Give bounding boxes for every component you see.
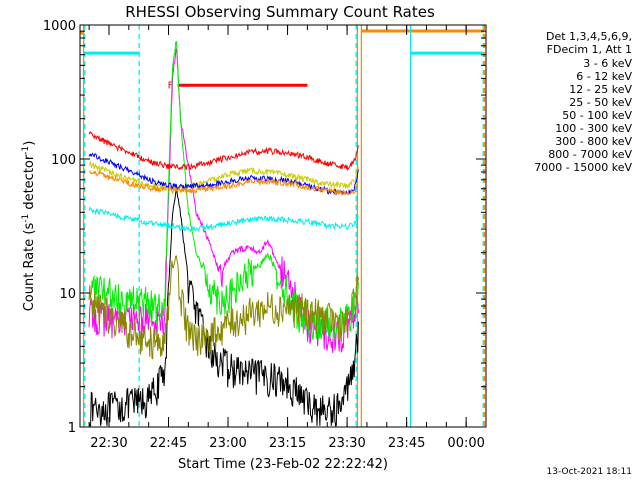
legend-entry-100-300-kev: 100 - 300 keV	[555, 122, 632, 135]
timestamp: 13-Oct-2021 18:11	[547, 467, 632, 477]
chart-title: RHESSI Observing Summary Count Rates	[125, 3, 435, 21]
y-tick-label: 10	[59, 287, 76, 302]
y-axis: 1 10 100 1000	[43, 19, 486, 436]
series-12-25-kev	[88, 40, 359, 340]
flag-label: N	[74, 48, 81, 59]
series-3-6-kev	[88, 188, 359, 427]
series-25-50-kev	[88, 206, 359, 233]
y-axis-label-sup-2: -1	[21, 146, 31, 155]
legend: Det 1,3,4,5,6,9,FDecim 1, Att 13 - 6 keV…	[534, 30, 632, 174]
legend-entry-7000-15000-kev: 7000 - 15000 keV	[534, 161, 632, 174]
legend-entry-3-6-kev: 3 - 6 keV	[583, 57, 632, 70]
x-axis-label: Start Time (23-Feb-02 22:22:42)	[178, 457, 388, 472]
y-tick-label: 1000	[43, 19, 76, 34]
legend-header: FDecim 1, Att 1	[547, 43, 632, 56]
y-axis-label-main: Count Rate (s	[22, 223, 37, 312]
y-tick-label: 100	[51, 153, 76, 168]
legend-entry-800-7000-kev: 800 - 7000 keV	[548, 148, 632, 161]
x-tick-label: 22:45	[150, 436, 187, 451]
y-tick-label: 1	[68, 421, 76, 436]
x-tick-label: 23:15	[269, 436, 306, 451]
series-7000-15000-kev	[88, 255, 359, 360]
legend-entry-6-12-kev: 6 - 12 keV	[576, 70, 632, 83]
flag-layer: SNF	[74, 29, 485, 91]
x-tick-label: 00:00	[447, 436, 484, 451]
y-axis-label-end: )	[22, 141, 37, 146]
legend-entry-300-800-kev: 300 - 800 keV	[555, 135, 632, 148]
x-tick-label: 23:00	[209, 436, 246, 451]
legend-entry-50-100-kev: 50 - 100 keV	[562, 109, 632, 122]
series-800-7000-kev	[88, 170, 359, 196]
series-300-800-kev	[88, 131, 359, 172]
y-axis-label-sup-1: -1	[21, 214, 31, 223]
legend-header: Det 1,3,4,5,6,9,	[546, 30, 632, 43]
x-tick-label: 23:45	[388, 436, 425, 451]
y-axis-label: Count Rate (s-1 detector-1)	[21, 141, 37, 312]
plot-area: SNF 22:30 22:45 23:00 23:15 23:30 23:45 00:00 …	[43, 19, 487, 451]
legend-entry-25-50-kev: 25 - 50 keV	[569, 96, 632, 109]
flag-label: F	[168, 80, 174, 91]
x-axis: 22:30 22:45 23:00 23:15 23:30 23:45 00:00	[88, 25, 487, 451]
x-tick-label: 22:30	[90, 436, 127, 451]
legend-entry-12-25-kev: 12 - 25 keV	[569, 83, 632, 96]
series-layer	[88, 40, 359, 427]
marker-layer	[82, 25, 486, 427]
x-tick-label: 23:30	[328, 436, 365, 451]
series-50-100-kev	[88, 161, 359, 192]
y-axis-label-tail: detector	[22, 154, 37, 214]
plot-frame	[79, 24, 487, 428]
